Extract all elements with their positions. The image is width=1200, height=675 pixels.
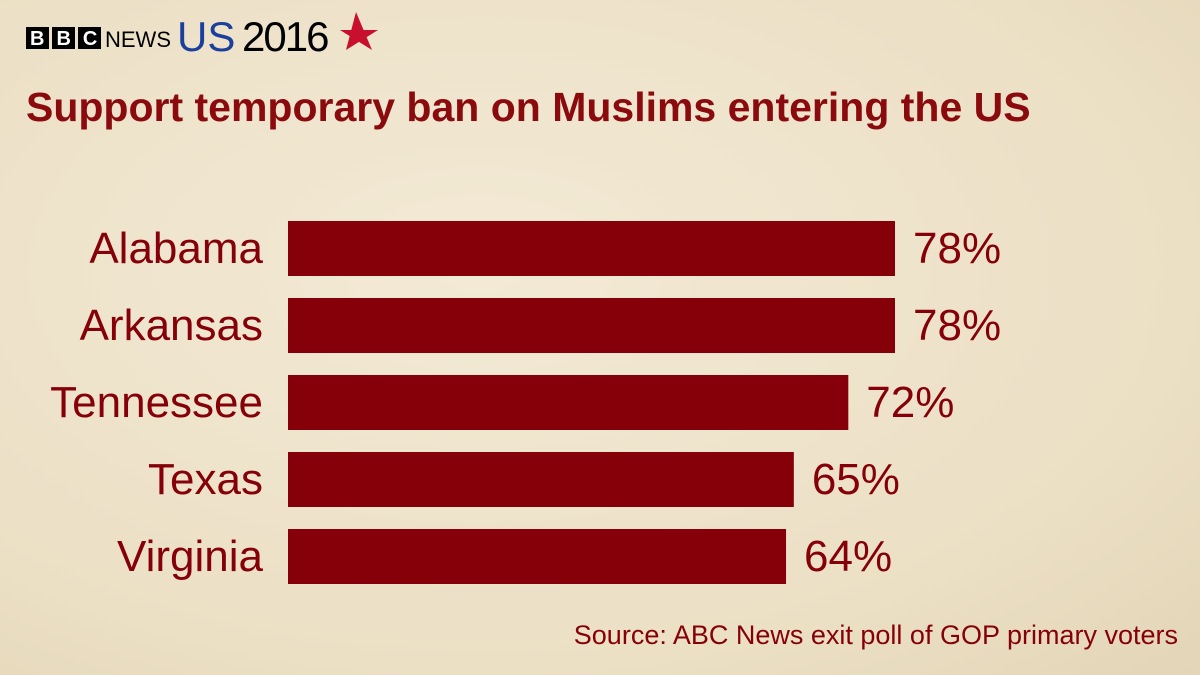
value-label: 78%	[913, 224, 1001, 273]
logo-box	[26, 27, 49, 49]
bar	[288, 298, 895, 353]
logo-box	[52, 27, 75, 49]
bar	[288, 452, 794, 507]
value-label: 72%	[866, 378, 954, 427]
category-label: Texas	[148, 455, 263, 504]
bar	[288, 221, 895, 276]
value-label: 65%	[812, 455, 900, 504]
logo-news: NEWS	[105, 27, 171, 52]
bar	[288, 375, 849, 430]
category-label: Alabama	[89, 224, 263, 273]
source: Source: ABC News exit poll of GOP primar…	[573, 620, 1178, 650]
chart-title: Support temporary ban on Muslims enterin…	[26, 84, 1031, 130]
value-label: 64%	[804, 532, 892, 581]
bar	[288, 529, 787, 584]
logo-year: 2016	[242, 13, 328, 60]
category-label: Arkansas	[80, 301, 263, 350]
logo: BBC NEWS US 2016	[26, 12, 378, 60]
logo-bbc: BBC	[30, 28, 109, 50]
logo-star	[340, 12, 378, 50]
logo-us: US	[177, 13, 235, 60]
category-label: Virginia	[117, 532, 263, 581]
category-label: Tennessee	[50, 378, 263, 427]
logo-box	[78, 27, 101, 49]
value-label: 78%	[913, 301, 1001, 350]
